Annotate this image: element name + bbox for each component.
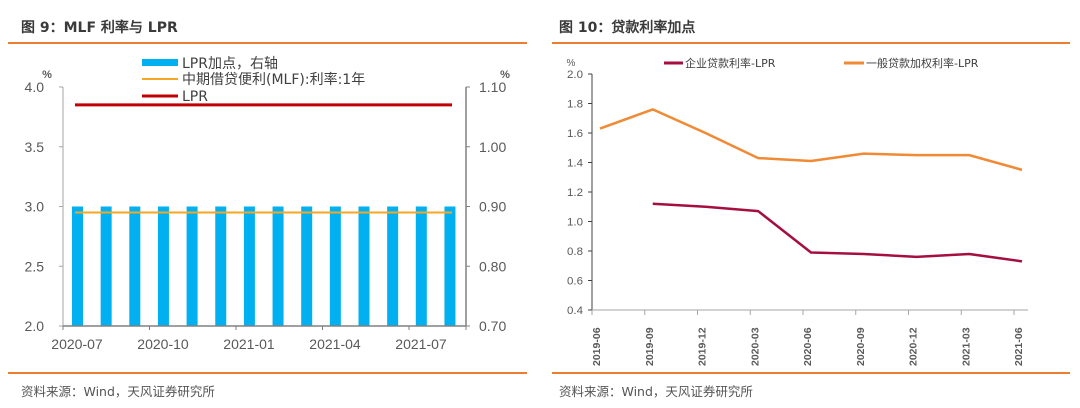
y-tick-label: 1.2 [567, 187, 583, 199]
left-y-tick-label: 3.5 [25, 139, 45, 155]
left-y-tick-label: 4.0 [25, 79, 45, 95]
right-top-rule [552, 42, 1070, 44]
left-figure-title: 图 9：MLF 利率与 LPR [21, 20, 178, 36]
bar-lpr-spread [100, 206, 112, 326]
x-tick-label: 2020-06 [802, 327, 814, 366]
x-tick-label: 2020-09 [855, 327, 867, 366]
y-tick-label: 1.6 [567, 128, 583, 140]
left-source-note: 资料来源：Wind，天风证券研究所 [21, 384, 215, 399]
y-tick-label: 1.0 [567, 217, 583, 229]
legend-label-corporate: 企业贷款利率-LPR [685, 56, 776, 70]
right-y-tick-label: 1.10 [479, 79, 506, 95]
bar-lpr-spread [129, 206, 141, 326]
bar-lpr-spread [243, 206, 255, 326]
bar-lpr-spread [387, 206, 399, 326]
legend-label-lpr: LPR [182, 89, 208, 105]
right-source-note: 资料来源：Wind，天风证券研究所 [559, 384, 753, 399]
legend-swatch-bar [142, 59, 178, 66]
legend-label-general: 一般贷款加权利率-LPR [866, 56, 979, 70]
left-y-tick-label: 2.0 [25, 318, 45, 334]
bar-lpr-spread [72, 206, 83, 326]
left-figure-panel: 图 9：MLF 利率与 LPR 2.0 2.5 3.0 3.5 4.0% 0.70 0.80… [8, 20, 527, 399]
left-bottom-rule [8, 372, 527, 374]
bar-lpr-spread [415, 206, 427, 326]
line-general-loan-spread [599, 108, 1023, 172]
bar-lpr-spread [444, 206, 456, 326]
y-unit-label: % [567, 58, 576, 69]
bar-lpr-spread [358, 206, 370, 326]
y-tick-label: 0.8 [567, 246, 583, 258]
left-top-rule [8, 42, 527, 44]
right-y-tick-label: 0.80 [479, 258, 506, 274]
right-y-tick-label: 0.70 [479, 318, 506, 334]
right-chart: 0.4 0.6 0.8 1.0 1.2 1.4 1.6 1.8 2.0% 2019-06 2019-… [567, 56, 1028, 366]
right-y-tick-label: 0.90 [479, 199, 506, 215]
line-corporate-loan-spread [652, 202, 1023, 263]
x-tick-label: 2021-01 [223, 336, 275, 352]
y-tick-label: 0.6 [567, 276, 583, 288]
x-tick-label: 2021-07 [395, 336, 447, 352]
right-figure-panel: 图 10：贷款利率加点 0.4 0.6 0.8 1.0 1.2 1.4 1.6 1.8 2.0%… [540, 0, 1080, 408]
y-tick-label: 2.0 [567, 69, 583, 81]
bar-lpr-spread [215, 206, 227, 326]
left-y-tick-label: 2.5 [25, 258, 45, 274]
right-bottom-rule [552, 372, 1070, 374]
legend-label-mlf: 中期借贷便利(MLF):利率:1年 [182, 71, 365, 88]
left-y-tick-label: 3.0 [25, 199, 45, 215]
legend-label-bar: LPR加点，右轴 [182, 56, 278, 72]
left-chart: 2.0 2.5 3.0 3.5 4.0% 0.70 0.80 0.90 1.00 1.10% 202… [25, 56, 511, 352]
right-y-tick-label: 1.00 [479, 139, 506, 155]
right-figure-title: 图 10：贷款利率加点 [559, 20, 696, 36]
x-tick-label: 2019-06 [591, 327, 603, 366]
y-tick-label: 1.8 [567, 99, 583, 111]
bar-lpr-spread [272, 206, 284, 326]
x-tick-label: 2019-12 [697, 327, 709, 366]
x-tick-label: 2021-06 [1013, 327, 1025, 366]
bar-lpr-spread [186, 206, 198, 326]
x-tick-label: 2020-10 [137, 336, 189, 352]
y-tick-label: 1.4 [567, 158, 583, 170]
x-tick-label: 2020-07 [51, 336, 103, 352]
x-tick-label: 2019-09 [644, 327, 656, 366]
x-tick-label: 2020-03 [749, 327, 761, 366]
right-y-unit-label: % [500, 69, 510, 81]
x-tick-label: 2020-12 [908, 327, 920, 366]
bar-lpr-spread [157, 206, 169, 326]
left-y-unit-label: % [42, 69, 52, 81]
bar-lpr-spread [329, 206, 341, 326]
x-tick-label: 2021-03 [960, 327, 972, 366]
x-tick-label: 2021-04 [309, 336, 361, 352]
y-tick-label: 0.4 [567, 305, 583, 317]
bar-lpr-spread [301, 206, 313, 326]
